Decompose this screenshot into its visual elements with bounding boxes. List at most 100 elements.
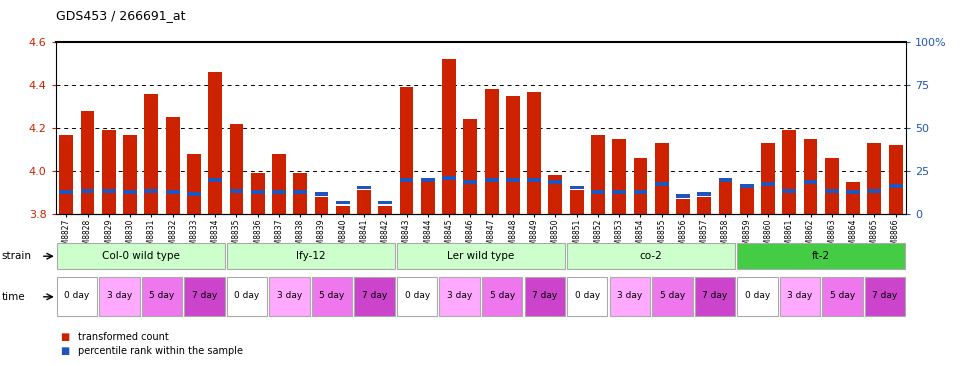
Text: 7 day: 7 day	[192, 291, 217, 300]
Bar	[144, 94, 158, 214]
Text: time: time	[2, 292, 26, 302]
Bar	[443, 59, 456, 214]
Bar	[695, 277, 735, 316]
Bar	[676, 199, 690, 214]
Bar	[420, 182, 435, 214]
Text: percentile rank within the sample: percentile rank within the sample	[78, 346, 243, 356]
Bar	[567, 277, 608, 316]
Bar	[227, 277, 267, 316]
Bar	[336, 201, 349, 205]
Text: 0 day: 0 day	[234, 291, 260, 300]
Bar	[506, 178, 519, 182]
Bar	[846, 182, 860, 214]
Bar	[57, 243, 225, 269]
Bar	[399, 87, 414, 214]
Bar	[166, 190, 180, 194]
Bar	[272, 154, 286, 214]
Bar	[527, 178, 541, 182]
Bar	[208, 72, 222, 214]
Bar	[782, 130, 796, 214]
Bar	[464, 180, 477, 184]
Text: co-2: co-2	[639, 251, 662, 261]
Text: 7 day: 7 day	[362, 291, 387, 300]
Text: 5 day: 5 day	[829, 291, 855, 300]
Bar	[399, 178, 414, 182]
Bar	[397, 277, 438, 316]
Bar	[357, 186, 371, 189]
Text: ft-2: ft-2	[812, 251, 830, 261]
Bar	[740, 184, 754, 188]
Bar	[270, 277, 310, 316]
Bar	[761, 182, 775, 186]
Bar	[485, 89, 498, 214]
Bar	[315, 192, 328, 196]
Bar	[81, 111, 94, 214]
Text: 5 day: 5 day	[320, 291, 345, 300]
Text: ■: ■	[60, 346, 70, 356]
Bar	[144, 189, 158, 193]
Bar	[634, 190, 647, 194]
Bar	[825, 158, 839, 214]
Bar	[272, 190, 286, 194]
Text: lfy-12: lfy-12	[296, 251, 325, 261]
Bar	[229, 189, 243, 193]
Text: 5 day: 5 day	[660, 291, 685, 300]
Bar	[548, 180, 563, 184]
Bar	[652, 277, 692, 316]
Bar	[443, 176, 456, 180]
Bar	[591, 135, 605, 214]
Bar	[354, 277, 395, 316]
Bar	[187, 192, 201, 196]
Bar	[81, 189, 94, 193]
Bar	[697, 192, 711, 196]
Bar	[464, 119, 477, 214]
Bar	[823, 277, 863, 316]
Bar	[251, 173, 265, 214]
Bar	[123, 190, 137, 194]
Text: 7 day: 7 day	[532, 291, 558, 300]
Bar	[697, 197, 711, 214]
Bar	[123, 135, 137, 214]
Bar	[612, 139, 626, 214]
Bar	[227, 243, 395, 269]
Bar	[336, 206, 349, 214]
Bar	[846, 190, 860, 194]
Bar	[567, 243, 735, 269]
Text: 3 day: 3 day	[107, 291, 132, 300]
Bar	[719, 178, 732, 182]
Bar	[527, 92, 541, 214]
Bar	[99, 277, 139, 316]
Bar	[865, 277, 905, 316]
Bar	[57, 277, 97, 316]
Bar	[740, 188, 754, 214]
Bar	[397, 243, 564, 269]
Bar	[378, 206, 393, 214]
Bar	[569, 190, 584, 214]
Bar	[420, 178, 435, 182]
Bar	[357, 190, 371, 214]
Bar	[548, 175, 563, 214]
Text: Col-0 wild type: Col-0 wild type	[102, 251, 180, 261]
Bar	[440, 277, 480, 316]
Bar	[229, 124, 243, 214]
Bar	[889, 184, 902, 188]
Bar	[142, 277, 182, 316]
Bar	[782, 189, 796, 193]
Bar	[208, 178, 222, 182]
Bar	[102, 130, 116, 214]
Text: 3 day: 3 day	[276, 291, 302, 300]
Text: ■: ■	[60, 332, 70, 342]
Bar	[251, 190, 265, 194]
Bar	[761, 143, 775, 214]
Bar	[804, 180, 818, 184]
Bar	[315, 197, 328, 214]
Bar	[676, 194, 690, 198]
Bar	[506, 96, 519, 214]
Bar	[719, 182, 732, 214]
Bar	[482, 277, 522, 316]
Bar	[612, 190, 626, 194]
Text: 3 day: 3 day	[617, 291, 642, 300]
Bar	[294, 190, 307, 194]
Bar	[780, 277, 820, 316]
Bar	[868, 143, 881, 214]
